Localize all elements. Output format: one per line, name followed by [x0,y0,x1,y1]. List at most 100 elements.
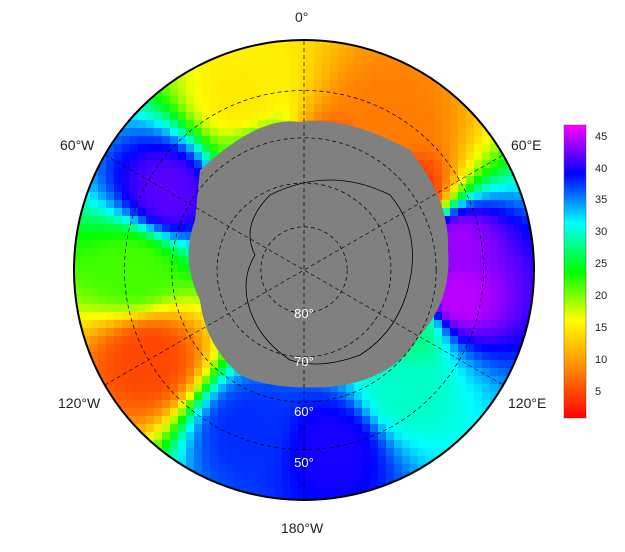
field-cell [114,296,123,305]
field-cell [82,256,91,265]
field-cell [178,344,187,353]
field-cell [218,408,227,417]
field-cell [346,472,355,481]
field-cell [138,408,147,417]
field-cell [218,448,227,457]
field-cell [178,280,187,289]
field-cell [98,336,107,345]
field-cell [482,272,491,281]
field-cell [154,416,163,425]
field-cell [146,200,155,209]
field-cell [98,264,107,273]
field-cell [218,456,227,465]
field-cell [402,128,411,137]
field-cell [162,280,171,289]
field-cell [210,400,219,409]
field-cell [330,88,339,97]
field-cell [82,248,91,257]
field-cell [522,280,531,289]
field-cell [258,120,267,129]
field-cell [234,104,243,113]
field-cell [298,424,307,433]
field-cell [282,384,291,393]
field-cell [290,392,299,401]
field-cell [218,384,227,393]
field-cell [378,416,387,425]
field-cell [202,72,211,81]
field-cell [474,264,483,273]
field-cell [210,96,219,105]
field-cell [202,344,211,353]
field-cell [138,384,147,393]
field-cell [90,264,99,273]
field-cell [410,136,419,145]
field-cell [290,472,299,481]
field-cell [362,112,371,121]
field-cell [434,160,443,169]
field-cell [522,256,531,265]
field-cell [106,336,115,345]
field-cell [122,184,131,193]
field-cell [298,448,307,457]
field-cell [146,312,155,321]
field-cell [266,448,275,457]
field-cell [354,480,363,489]
field-cell [178,224,187,233]
field-cell [114,360,123,369]
field-cell [450,184,459,193]
field-cell [194,312,203,321]
field-cell [258,488,267,497]
field-cell [162,224,171,233]
field-cell [138,248,147,257]
field-cell [82,272,91,281]
field-cell [474,176,483,185]
field-cell [114,240,123,249]
field-cell [114,344,123,353]
field-cell [418,408,427,417]
field-cell [234,424,243,433]
field-cell [418,360,427,369]
field-cell [506,176,515,185]
field-cell [482,160,491,169]
field-cell [306,432,315,441]
field-cell [154,408,163,417]
field-cell [290,480,299,489]
field-cell [90,296,99,305]
field-cell [242,128,251,137]
field-cell [162,400,171,409]
field-cell [474,104,483,113]
field-cell [178,352,187,361]
field-cell [114,200,123,209]
field-cell [490,344,499,353]
field-cell [410,112,419,121]
field-cell [434,424,443,433]
field-cell [306,48,315,57]
field-cell [498,248,507,257]
field-cell [162,360,171,369]
field-cell [314,432,323,441]
field-cell [218,464,227,473]
field-cell [306,88,315,97]
field-cell [250,80,259,89]
field-cell [242,400,251,409]
field-cell [354,440,363,449]
field-cell [186,160,195,169]
field-cell [194,160,203,169]
field-cell [434,384,443,393]
field-cell [170,424,179,433]
field-cell [402,480,411,489]
graticule [104,40,504,500]
field-cell [218,128,227,137]
field-cell [314,40,323,49]
field-cell [210,392,219,401]
field-cell [498,192,507,201]
field-cell [186,296,195,305]
field-cell [194,72,203,81]
field-cell [466,112,475,121]
field-cell [410,384,419,393]
field-cell [194,440,203,449]
field-cell [282,432,291,441]
field-cell [338,56,347,65]
field-cell [154,152,163,161]
field-cell [330,80,339,89]
